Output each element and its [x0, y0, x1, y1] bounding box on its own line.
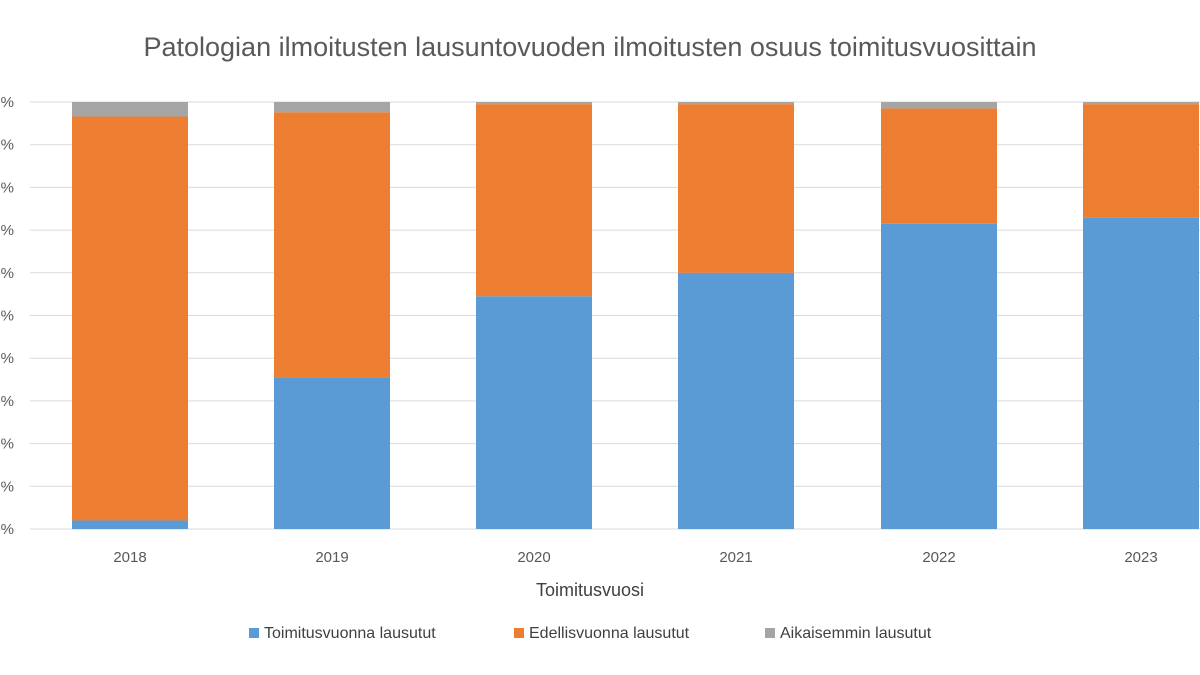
legend-swatch	[514, 628, 524, 638]
bar-segment	[274, 102, 390, 113]
x-tick-label: 2021	[719, 549, 752, 566]
bar-segment	[1083, 217, 1199, 530]
x-tick-label: 2022	[922, 549, 955, 566]
bar-segment	[678, 102, 794, 105]
bar-segment	[678, 272, 794, 529]
y-tick-label: 50 %	[0, 308, 14, 325]
x-axis-ticks: 2018 2019 2020 2021 2022 2023	[113, 549, 1157, 566]
x-axis-label: Toimitusvuosi	[536, 580, 644, 600]
bar-segment	[881, 223, 997, 529]
y-tick-label: 0 %	[0, 521, 14, 538]
bars	[72, 102, 1199, 530]
y-tick-label: 60 %	[0, 265, 14, 282]
y-axis-ticks: 0 % 10 % 20 % 30 % 40 % 50 % 60 % 70 % 80 % 90 % 1…	[0, 94, 14, 538]
x-tick-label: 2018	[113, 549, 146, 566]
x-tick-label: 2019	[315, 549, 348, 566]
bar-segment	[881, 108, 997, 224]
y-tick-label: 30 %	[0, 393, 14, 410]
y-tick-label: 40 %	[0, 350, 14, 367]
bar-segment	[1083, 102, 1199, 105]
bar-segment	[1083, 104, 1199, 218]
legend-label: Toimitusvuonna lausutut	[264, 625, 436, 642]
bar-segment	[274, 377, 390, 529]
bar-segment	[274, 112, 390, 378]
bar-segment	[72, 520, 188, 529]
bar-segment	[72, 116, 188, 521]
legend-swatch	[249, 628, 259, 638]
bar-segment	[72, 102, 188, 117]
legend: Toimitusvuonna lausutut Edellisvuonna lau…	[249, 625, 932, 642]
legend-label: Aikaisemmin lausutut	[780, 625, 932, 642]
y-tick-label: 70 %	[0, 222, 14, 239]
bar-segment	[476, 296, 592, 529]
y-tick-label: 100 %	[0, 94, 14, 111]
bar-segment	[678, 104, 794, 273]
y-tick-label: 80 %	[0, 179, 14, 196]
gridlines	[30, 101, 1200, 530]
legend-label: Edellisvuonna lausutut	[529, 625, 690, 642]
chart-title: Patologian ilmoitusten lausuntovuoden il…	[143, 32, 1036, 62]
y-tick-label: 20 %	[0, 436, 14, 453]
bar-segment	[476, 102, 592, 105]
bar-segment	[881, 102, 997, 109]
x-tick-label: 2020	[517, 549, 550, 566]
x-tick-label: 2023	[1124, 549, 1157, 566]
legend-swatch	[765, 628, 775, 638]
bar-segment	[476, 104, 592, 297]
y-tick-label: 10 %	[0, 478, 14, 495]
y-tick-label: 90 %	[0, 137, 14, 154]
